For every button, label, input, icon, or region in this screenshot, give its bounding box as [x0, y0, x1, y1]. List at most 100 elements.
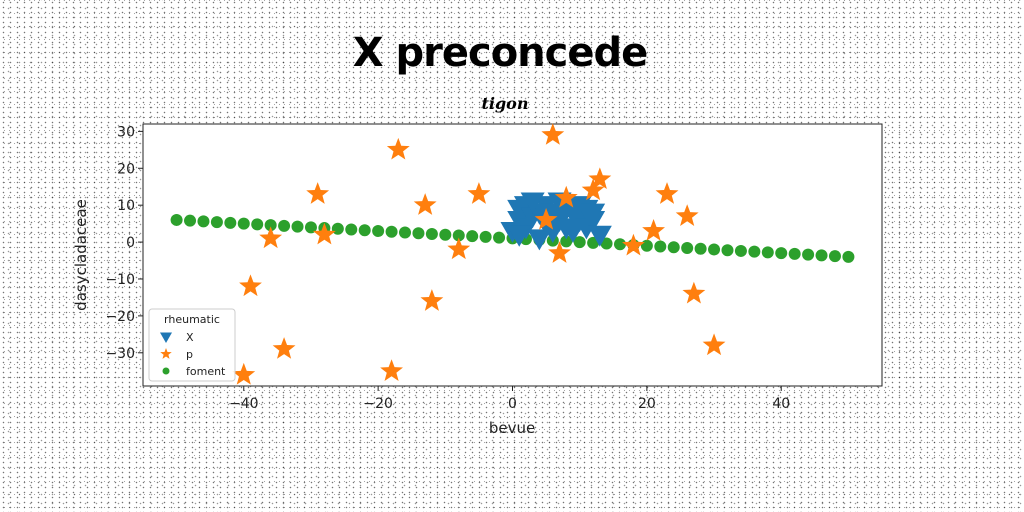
- data-point-p: [467, 182, 491, 204]
- data-point-foment: [721, 244, 734, 257]
- data-point-X: [527, 229, 552, 251]
- legend-marker-p: [160, 348, 172, 359]
- data-point-foment: [170, 213, 183, 226]
- data-point-foment: [694, 242, 707, 255]
- data-point-foment: [815, 249, 828, 262]
- legend: rheumatic Xp foment: [148, 308, 236, 382]
- y-tick-label: 10: [117, 198, 135, 214]
- legend-label: p: [186, 348, 193, 361]
- data-point-foment: [452, 229, 465, 242]
- data-point-p: [548, 241, 571, 263]
- data-point-X: [520, 192, 545, 214]
- data-point-foment: [775, 247, 788, 260]
- data-point-p: [386, 137, 410, 160]
- data-point-foment: [412, 227, 425, 240]
- data-point-foment: [560, 235, 573, 248]
- legend-box: [148, 308, 236, 382]
- data-point-p: [239, 274, 262, 297]
- legend-marker-foment: [162, 367, 170, 375]
- y-axis-ticks: −30 −20 −10 0 10 20 30: [105, 124, 143, 362]
- legend-marker-X: [160, 332, 172, 343]
- data-point-foment: [358, 224, 371, 237]
- data-point-foment: [734, 244, 747, 257]
- data-point-foment: [761, 246, 774, 259]
- data-point-p: [306, 182, 330, 204]
- data-point-p: [642, 219, 665, 241]
- data-point-foment: [345, 223, 358, 236]
- data-point-p: [702, 333, 726, 356]
- data-point-foment: [278, 219, 291, 232]
- y-tick-label: 30: [117, 124, 135, 140]
- data-point-p: [420, 289, 444, 311]
- data-point-p: [259, 226, 283, 249]
- x-tick-label: 40: [772, 396, 790, 412]
- x-axis-ticks: −40 −20 0 20 40: [229, 386, 790, 412]
- data-point-p: [655, 182, 679, 204]
- data-point-foment: [600, 237, 613, 250]
- data-point-foment: [210, 216, 223, 229]
- y-tick-label: 20: [117, 161, 135, 177]
- data-point-X: [507, 225, 532, 247]
- data-point-foment: [237, 217, 250, 230]
- data-point-foment: [842, 250, 855, 263]
- chart-title: X preconcede: [353, 30, 648, 76]
- data-point-foment: [264, 219, 277, 232]
- data-point-foment: [224, 216, 237, 229]
- data-point-p: [413, 193, 437, 215]
- data-point-foment: [654, 240, 667, 253]
- data-point-foment: [304, 221, 317, 234]
- data-point-p: [312, 222, 336, 245]
- y-tick-label: −20: [105, 309, 135, 325]
- data-point-foment: [828, 250, 841, 263]
- x-axis-label: bevue: [489, 419, 535, 437]
- data-point-foment: [573, 236, 586, 249]
- data-point-p: [534, 207, 558, 230]
- chart-subtitle: tigon: [482, 94, 529, 113]
- data-marks: [170, 123, 855, 385]
- data-point-p: [581, 178, 605, 201]
- data-point-p: [554, 185, 578, 208]
- legend-label: foment: [186, 365, 226, 378]
- data-point-foment: [613, 238, 626, 251]
- data-point-foment: [479, 230, 492, 243]
- data-point-foment: [439, 228, 452, 241]
- data-point-foment: [681, 241, 694, 254]
- data-point-foment: [197, 215, 210, 228]
- x-tick-label: −20: [363, 396, 393, 412]
- data-point-foment: [788, 247, 801, 260]
- y-tick-label: 0: [126, 235, 135, 251]
- data-point-foment: [331, 222, 344, 235]
- data-point-foment: [802, 248, 815, 261]
- data-point-p: [232, 362, 256, 385]
- data-point-p: [541, 123, 565, 145]
- data-point-foment: [493, 231, 506, 244]
- data-point-X: [587, 225, 612, 247]
- data-point-p: [380, 359, 403, 381]
- legend-title: rheumatic: [164, 313, 220, 326]
- y-axis-label: dasycladaceae: [72, 199, 90, 311]
- data-point-p: [682, 281, 706, 304]
- data-point-foment: [291, 220, 304, 233]
- x-tick-label: 20: [638, 396, 656, 412]
- data-point-foment: [251, 218, 264, 231]
- data-point-foment: [667, 241, 680, 254]
- legend-label: X: [186, 331, 194, 344]
- data-point-p: [588, 167, 612, 190]
- x-tick-label: −40: [229, 396, 259, 412]
- data-point-foment: [372, 225, 385, 238]
- data-point-foment: [399, 226, 412, 239]
- y-tick-label: −10: [105, 272, 135, 288]
- data-point-p: [622, 233, 645, 256]
- data-point-X: [581, 210, 606, 232]
- data-point-p: [272, 337, 296, 359]
- data-point-foment: [425, 227, 438, 240]
- y-tick-label: −30: [105, 346, 135, 362]
- data-point-foment: [184, 214, 197, 227]
- data-point-p: [447, 237, 471, 260]
- data-point-foment: [708, 243, 721, 256]
- data-point-foment: [640, 239, 653, 252]
- data-point-foment: [385, 225, 398, 238]
- data-point-foment: [748, 245, 761, 258]
- data-point-foment: [466, 230, 479, 243]
